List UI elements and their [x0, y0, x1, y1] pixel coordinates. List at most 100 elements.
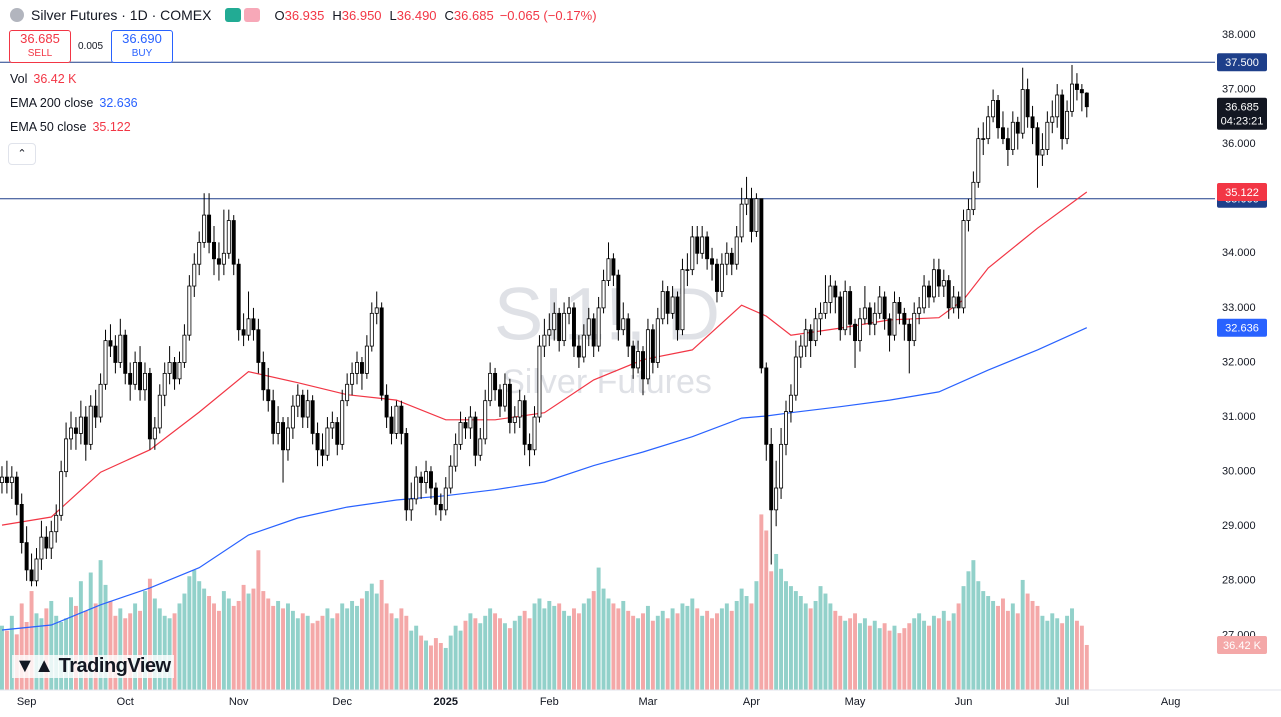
candle-body	[818, 312, 823, 320]
volume-legend: Vol 36.42 K	[10, 72, 76, 86]
volume-bar	[226, 598, 231, 690]
volume-bar	[9, 615, 14, 690]
buy-button[interactable]: 36.690 BUY	[111, 30, 173, 63]
y-tick-label: 36.000	[1222, 138, 1256, 150]
volume-bar	[724, 603, 729, 690]
candle-body	[857, 318, 862, 342]
volume-bar	[1025, 593, 1030, 690]
candle-body	[902, 312, 907, 325]
candle-body	[1000, 127, 1005, 140]
candle-body	[739, 203, 744, 238]
logo: ▼▲ TradingView	[12, 655, 174, 678]
volume-bar	[340, 603, 345, 690]
volume-bar	[734, 600, 739, 690]
volume-bar	[325, 608, 330, 690]
candle-body	[182, 334, 187, 363]
candle-body	[1050, 116, 1055, 123]
candle-body	[305, 400, 310, 418]
candle-body	[364, 345, 369, 374]
candle-body	[788, 394, 793, 412]
candle-body	[281, 422, 286, 451]
header: Silver Futures · 1D · COMEX O 36.935 H 36.…	[10, 5, 597, 25]
candle-body	[404, 433, 409, 511]
volume-bar	[345, 608, 350, 690]
candle-body	[133, 362, 138, 385]
volume-bar	[887, 630, 892, 690]
volume-bar	[389, 613, 394, 690]
volume-bar	[448, 635, 453, 690]
candle-body	[325, 427, 330, 456]
candle-body	[660, 291, 665, 320]
y-tick-label: 30.000	[1222, 466, 1256, 478]
volume-bar	[78, 581, 83, 690]
candle-body	[335, 422, 340, 445]
candle-body	[1070, 83, 1074, 112]
volume-bar	[522, 610, 527, 690]
candle-body	[542, 334, 547, 347]
candle-body	[655, 318, 660, 363]
ema-label-box	[1217, 183, 1267, 202]
low-key: L	[389, 7, 397, 23]
candle-body	[498, 389, 502, 407]
candle-body	[221, 252, 226, 265]
candle-body	[261, 362, 266, 391]
candle-body	[118, 334, 123, 363]
candle-body	[428, 471, 433, 489]
candle-body	[749, 198, 754, 232]
volume-bar	[103, 584, 108, 690]
collapse-button[interactable]: ⌃	[8, 143, 36, 165]
x-tick-label: Feb	[540, 696, 559, 708]
volume-bar	[986, 596, 991, 690]
volume-bar	[670, 608, 675, 690]
volume-bar	[428, 645, 433, 690]
volume-bar	[557, 603, 562, 690]
volume-bar	[147, 578, 152, 690]
candle-body	[207, 214, 212, 243]
ema-label: 35.122	[1225, 187, 1259, 199]
candle-body	[468, 416, 473, 429]
volume-bar	[818, 586, 823, 690]
candle-body	[912, 312, 917, 342]
volume-bar	[54, 615, 59, 690]
x-tick-label: Mar	[638, 696, 657, 708]
volume-bar	[98, 560, 103, 690]
volume-bar	[290, 610, 295, 690]
y-tick-label: 34.000	[1222, 247, 1256, 259]
volume-bar	[700, 615, 705, 690]
candle-body	[695, 236, 700, 254]
last-price-box	[1217, 97, 1267, 130]
candle-body	[552, 312, 557, 331]
volume-bar	[606, 598, 611, 690]
candle-body	[744, 198, 749, 205]
change: −0.065 (−0.17%)	[499, 7, 597, 23]
volume-bar	[941, 610, 946, 690]
candle-body	[838, 296, 843, 331]
volume-bar	[162, 615, 167, 690]
volume-bar	[493, 613, 498, 690]
volume-bar	[586, 598, 591, 690]
sell-button[interactable]: 36.685 SELL	[9, 30, 71, 63]
candle-body	[187, 285, 192, 336]
candle-body	[769, 443, 774, 511]
volume-legend-value: 36.42 K	[33, 72, 77, 86]
candle-body	[887, 318, 892, 336]
volume-bar	[424, 640, 429, 690]
volume-bar	[991, 600, 996, 690]
volume-bar	[946, 620, 951, 690]
volume-bar	[892, 625, 897, 690]
last-price-label: 36.685	[1225, 102, 1259, 114]
y-tick-label: 32.000	[1222, 356, 1256, 368]
sell-label: SELL	[27, 48, 53, 59]
volume-bar	[359, 598, 364, 690]
candle-body	[1025, 89, 1030, 118]
volume-legend-name: Vol	[10, 72, 28, 86]
volume-bar	[764, 530, 769, 690]
volume-bar	[478, 623, 483, 690]
volume-bar	[695, 608, 700, 690]
candle-body	[853, 323, 858, 342]
volume-bar	[384, 603, 389, 690]
volume-bar	[685, 605, 690, 690]
candle-body	[177, 362, 182, 380]
volume-bar	[187, 576, 192, 690]
volume-bar	[295, 618, 300, 690]
